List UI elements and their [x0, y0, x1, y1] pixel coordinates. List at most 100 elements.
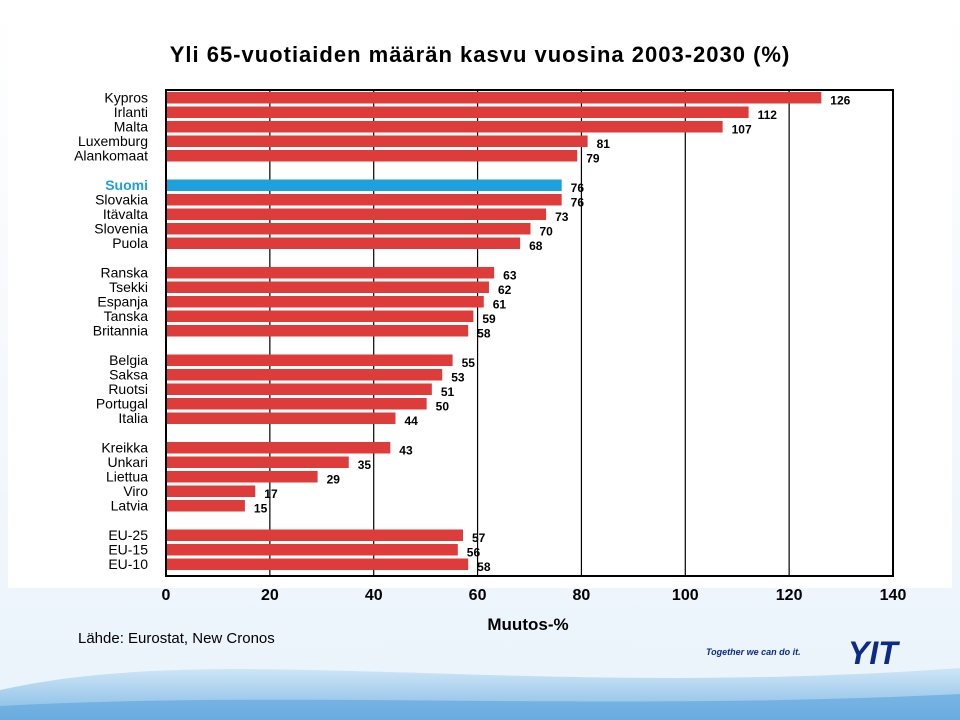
bar — [167, 194, 562, 206]
value-label: 68 — [529, 239, 543, 253]
value-label: 126 — [830, 94, 850, 108]
x-tick-label: 60 — [469, 587, 487, 604]
category-label: EU-25 — [108, 527, 148, 543]
value-label: 107 — [732, 123, 752, 137]
category-label: EU-15 — [108, 542, 148, 558]
bar — [167, 208, 547, 220]
category-label: Slovakia — [95, 192, 148, 208]
value-label: 73 — [555, 210, 569, 224]
value-label: 44 — [404, 414, 418, 428]
bar — [167, 558, 469, 570]
category-label: Britannia — [93, 323, 148, 339]
category-label: Kypros — [104, 90, 148, 106]
category-label: Liettua — [106, 469, 148, 485]
category-label: Italia — [118, 410, 148, 426]
bar — [167, 150, 578, 162]
bar — [167, 529, 463, 541]
value-label: 79 — [586, 152, 600, 166]
value-label: 61 — [493, 298, 507, 312]
category-label: Tanska — [104, 308, 149, 324]
category-label: Irlanti — [114, 104, 148, 120]
value-label: 17 — [264, 487, 278, 501]
bar — [167, 544, 458, 556]
category-label: Alankomaat — [74, 148, 148, 164]
bar — [167, 92, 822, 104]
value-label: 76 — [571, 181, 585, 195]
bar — [167, 442, 391, 454]
bar — [167, 281, 489, 293]
value-labels: 1261121078179767673706863626159585553515… — [254, 94, 851, 575]
bar — [167, 383, 432, 395]
bar — [167, 310, 474, 322]
value-label: 112 — [758, 108, 778, 122]
category-label: Viro — [123, 483, 148, 499]
category-label: Luxemburg — [78, 133, 148, 149]
value-label: 76 — [571, 196, 585, 210]
category-label: Ruotsi — [108, 381, 148, 397]
category-label: EU-10 — [108, 556, 148, 572]
bar — [167, 296, 484, 308]
category-label: Saksa — [109, 367, 148, 383]
value-label: 43 — [399, 444, 413, 458]
yit-logo: YIT — [848, 636, 900, 668]
value-label: 15 — [254, 502, 268, 516]
bar — [167, 135, 588, 147]
category-label: Kreikka — [101, 440, 148, 456]
category-label: Suomi — [105, 177, 148, 193]
category-label: Malta — [114, 119, 148, 135]
x-tick-label: 40 — [365, 587, 383, 604]
bar — [167, 485, 256, 497]
bar — [167, 398, 427, 410]
x-tick-labels: 0 20 40 60 80 100 120 140 — [162, 587, 907, 604]
logo-text: YIT — [848, 636, 900, 668]
category-label: Latvia — [111, 498, 149, 514]
category-label: Belgia — [109, 352, 148, 368]
source-note: Lähde: Eurostat, New Cronos — [78, 630, 275, 647]
x-tick-label: 140 — [880, 587, 907, 604]
value-label: 29 — [327, 473, 341, 487]
plot-frame — [165, 89, 894, 577]
value-label: 35 — [358, 458, 372, 472]
value-label: 55 — [462, 356, 476, 370]
bar — [167, 106, 749, 118]
value-label: 56 — [467, 546, 481, 560]
value-label: 70 — [540, 225, 554, 239]
x-tick-label: 80 — [573, 587, 591, 604]
bar — [167, 456, 349, 468]
value-label: 59 — [482, 312, 496, 326]
x-tick-label: 100 — [672, 587, 699, 604]
value-label: 53 — [451, 371, 465, 385]
category-label: Slovenia — [94, 221, 148, 237]
category-label: Espanja — [97, 294, 148, 310]
value-label: 58 — [477, 327, 491, 341]
value-label: 58 — [477, 560, 491, 574]
bar — [167, 267, 495, 279]
bars — [167, 92, 822, 570]
bar — [167, 237, 521, 249]
bar — [167, 412, 396, 424]
category-label: Portugal — [96, 396, 148, 412]
bar — [167, 325, 469, 337]
brand-tagline: Together we can do it. — [706, 647, 801, 657]
category-label: Puola — [112, 235, 148, 251]
category-label: Unkari — [108, 454, 148, 470]
bar — [167, 471, 318, 483]
slide-title: Yli 65-vuotiaiden määrän kasvu vuosina 2… — [169, 42, 791, 67]
bar — [167, 179, 562, 191]
category-label: Tsekki — [109, 279, 148, 295]
bar — [167, 121, 723, 133]
value-label: 51 — [441, 385, 455, 399]
value-label: 81 — [597, 137, 611, 151]
value-label: 63 — [503, 269, 517, 283]
value-label: 57 — [472, 531, 486, 545]
x-axis-label: Muutos-% — [487, 615, 568, 634]
category-label: Ranska — [101, 265, 149, 281]
x-tick-label: 0 — [162, 587, 171, 604]
value-label: 50 — [436, 400, 450, 414]
category-label: Itävalta — [103, 206, 148, 222]
bar — [167, 354, 453, 366]
bar — [167, 369, 443, 381]
value-label: 62 — [498, 283, 512, 297]
